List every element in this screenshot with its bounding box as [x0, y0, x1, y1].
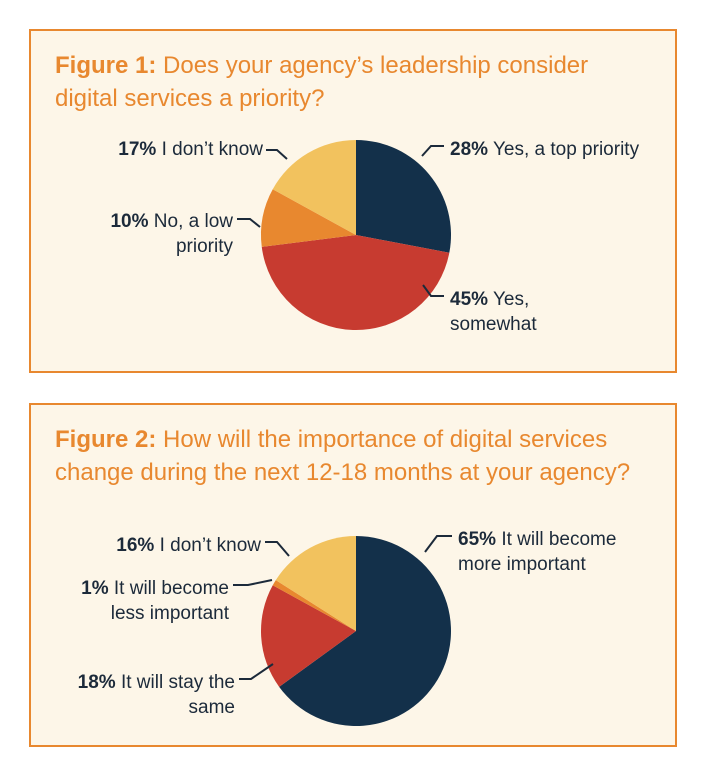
figure-1-title-text: Does your agency’s leadership consider d… — [55, 52, 589, 112]
pie-slice — [356, 140, 452, 253]
pie-slice — [261, 235, 450, 330]
figure-2-label-more-important: 65% It will become more important — [458, 527, 658, 577]
label-connector-line — [422, 284, 444, 297]
pie-slice — [279, 536, 452, 726]
label-connector-line — [239, 663, 274, 680]
pie-slice — [261, 585, 356, 687]
label-connector-line — [265, 541, 290, 557]
figure-1-label-somewhat: 45% Yes, somewhat — [450, 287, 610, 337]
label-connector-line — [266, 149, 288, 160]
pie-slice — [261, 189, 356, 247]
label-connector-line — [233, 579, 273, 586]
slice-label: No, a low priority — [153, 211, 233, 257]
figure-1-label-top-priority: 28% Yes, a top priority — [450, 137, 640, 162]
figure-1-pie-chart — [237, 140, 452, 330]
figure-1-label-low-priority: 10% No, a low priority — [67, 209, 233, 259]
figure-2-pie-chart — [233, 535, 452, 726]
figure-2-title-prefix: Figure 2: — [55, 426, 157, 453]
slice-pct: 1% — [81, 578, 109, 599]
figure-1-title-prefix: Figure 1: — [55, 52, 157, 79]
slice-pct: 16% — [116, 535, 155, 556]
slice-label: It will become more important — [458, 529, 617, 575]
figure-2-label-less-important: 1% It will become less important — [45, 576, 229, 626]
slice-label: It will stay the same — [120, 672, 235, 718]
label-connector-line — [237, 218, 261, 228]
slice-label: I don’t know — [161, 139, 263, 160]
pie-slice — [275, 536, 356, 631]
slice-label: I don’t know — [159, 535, 261, 556]
slice-label: Yes, a top priority — [492, 139, 640, 160]
figure-1-label-dont-know: 17% I don’t know — [61, 137, 263, 162]
figure-2-label-stay-same: 18% It will stay the same — [71, 670, 235, 720]
slice-pct: 10% — [110, 211, 149, 232]
figure-2-label-dont-know: 16% I don’t know — [55, 533, 261, 558]
figure-1-title: Figure 1: Does your agency’s leadership … — [55, 49, 655, 115]
figure-1-panel: Figure 1: Does your agency’s leadership … — [29, 29, 677, 373]
slice-label: Yes, somewhat — [450, 289, 537, 335]
slice-pct: 18% — [77, 672, 116, 693]
pie-slice — [272, 140, 356, 235]
figure-2-title-text: How will the importance of digital servi… — [55, 426, 631, 486]
slice-pct: 65% — [458, 529, 497, 550]
slice-label: It will become less important — [110, 578, 229, 624]
pie-slice — [272, 580, 356, 631]
slice-pct: 17% — [118, 139, 157, 160]
figure-2-title: Figure 2: How will the importance of dig… — [55, 423, 655, 489]
label-connector-line — [421, 145, 444, 157]
figure-2-panel: Figure 2: How will the importance of dig… — [29, 403, 677, 747]
slice-pct: 28% — [450, 139, 489, 160]
label-connector-line — [424, 535, 452, 553]
slice-pct: 45% — [450, 289, 489, 310]
